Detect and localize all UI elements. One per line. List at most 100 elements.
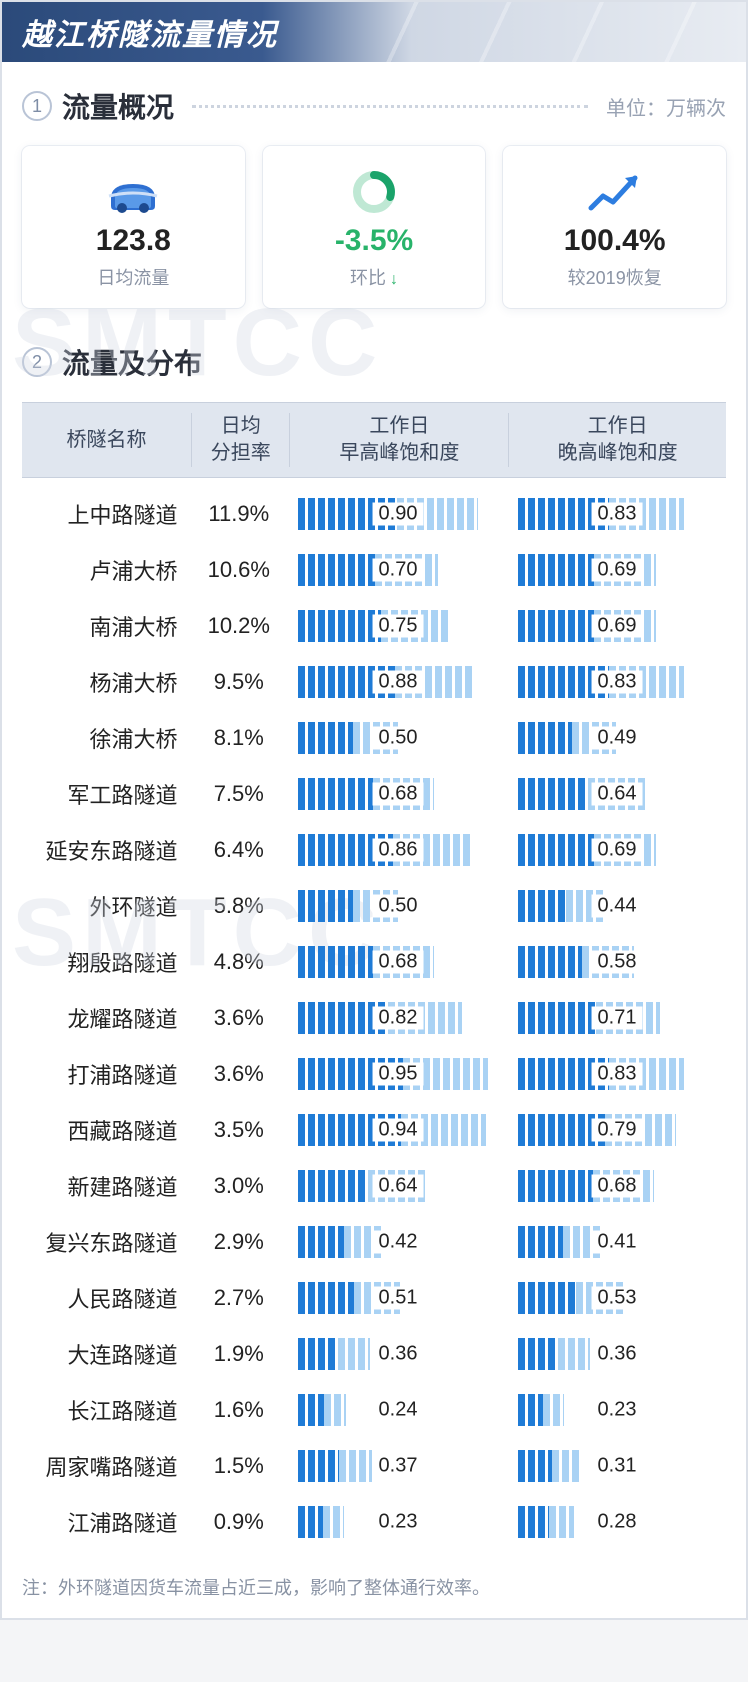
saturation-bar: 0.49 [518, 722, 716, 754]
saturation-bar: 0.36 [298, 1338, 498, 1370]
table-row: 周家嘴路隧道1.5%0.370.31 [22, 1438, 726, 1494]
cell-pm: 0.28 [508, 1506, 726, 1538]
bar-value: 0.88 [373, 671, 424, 694]
saturation-bar: 0.75 [298, 610, 498, 642]
table-row: 新建路隧道3.0%0.640.68 [22, 1158, 726, 1214]
bar-value: 0.68 [373, 783, 424, 806]
cell-pm: 0.53 [508, 1282, 726, 1314]
cell-pm: 0.68 [508, 1170, 726, 1202]
cell-share: 3.6% [190, 1005, 288, 1031]
cell-name: 军工路隧道 [22, 778, 190, 810]
table-row: 西藏路隧道3.5%0.940.79 [22, 1102, 726, 1158]
table-row: 南浦大桥10.2%0.750.69 [22, 598, 726, 654]
saturation-bar: 0.31 [518, 1450, 716, 1482]
saturation-bar: 0.23 [518, 1394, 716, 1426]
saturation-bar: 0.69 [518, 834, 716, 866]
cell-name: 外环隧道 [22, 890, 190, 922]
saturation-bar: 0.83 [518, 498, 716, 530]
cell-pm: 0.71 [508, 1002, 726, 1034]
bar-value: 0.37 [373, 1455, 424, 1478]
table-header: 桥隧名称 日均分担率 工作日早高峰饱和度 工作日晚高峰饱和度 [22, 402, 726, 478]
bar-value: 0.69 [592, 559, 643, 582]
saturation-bar: 0.69 [518, 554, 716, 586]
cell-am: 0.23 [288, 1506, 508, 1538]
stat-label: 较2019恢复 [513, 264, 716, 290]
saturation-bar: 0.24 [298, 1394, 498, 1426]
bar-value: 0.95 [373, 1063, 424, 1086]
saturation-bar: 0.50 [298, 722, 498, 754]
cell-am: 0.68 [288, 946, 508, 978]
bar-value: 0.79 [592, 1119, 643, 1142]
cell-pm: 0.69 [508, 554, 726, 586]
cell-am: 0.24 [288, 1394, 508, 1426]
cell-share: 8.1% [190, 725, 288, 751]
section-title-2: 流量及分布 [62, 342, 202, 382]
bar-value: 0.23 [592, 1399, 643, 1422]
cell-name: 徐浦大桥 [22, 722, 190, 754]
bar-value: 0.41 [592, 1231, 643, 1254]
bar-value: 0.49 [592, 727, 643, 750]
saturation-bar: 0.23 [298, 1506, 498, 1538]
th-share: 日均分担率 [191, 413, 290, 467]
cell-pm: 0.83 [508, 666, 726, 698]
stat-card-avg: 123.8日均流量 [22, 146, 245, 308]
cell-share: 1.9% [190, 1341, 288, 1367]
cell-name: 长江路隧道 [22, 1394, 190, 1426]
bar-value: 0.36 [592, 1343, 643, 1366]
saturation-bar: 0.64 [298, 1170, 498, 1202]
saturation-bar: 0.37 [298, 1450, 498, 1482]
cell-share: 10.6% [190, 557, 288, 583]
cell-name: 打浦路隧道 [22, 1058, 190, 1090]
saturation-bar: 0.42 [298, 1226, 498, 1258]
stat-value: -3.5% [273, 224, 476, 258]
table-body: 上中路隧道11.9%0.900.83卢浦大桥10.6%0.700.69南浦大桥1… [22, 478, 726, 1550]
cell-am: 0.51 [288, 1282, 508, 1314]
cell-pm: 0.49 [508, 722, 726, 754]
table-row: 卢浦大桥10.6%0.700.69 [22, 542, 726, 598]
saturation-bar: 0.86 [298, 834, 498, 866]
cell-name: 杨浦大桥 [22, 666, 190, 698]
cell-name: 复兴东路隧道 [22, 1226, 190, 1258]
trend-up-icon [513, 168, 716, 216]
cell-share: 7.5% [190, 781, 288, 807]
stat-card-rec: 100.4%较2019恢复 [503, 146, 726, 308]
cell-share: 10.2% [190, 613, 288, 639]
cell-share: 4.8% [190, 949, 288, 975]
bar-value: 0.69 [592, 615, 643, 638]
table-row: 人民路隧道2.7%0.510.53 [22, 1270, 726, 1326]
saturation-bar: 0.83 [518, 1058, 716, 1090]
bar-value: 0.70 [373, 559, 424, 582]
bar-value: 0.68 [592, 1175, 643, 1198]
table-row: 龙耀路隧道3.6% 0.82 0.71 [22, 990, 726, 1046]
cell-am: 0.94 [288, 1114, 508, 1146]
cell-am: 0.68 [288, 778, 508, 810]
bar-value: 0.51 [373, 1287, 424, 1310]
bar-value: 0.71 [592, 1007, 643, 1030]
cell-pm: 0.79 [508, 1114, 726, 1146]
bar-value: 0.28 [592, 1511, 643, 1534]
stat-label: 环比↓ [273, 264, 476, 290]
saturation-bar: 0.51 [298, 1282, 498, 1314]
cell-am: 0.70 [288, 554, 508, 586]
cell-name: 西藏路隧道 [22, 1114, 190, 1146]
saturation-bar: 0.69 [518, 610, 716, 642]
saturation-bar: 0.83 [518, 666, 716, 698]
cell-pm: 0.44 [508, 890, 726, 922]
table-row: 徐浦大桥8.1% 0.50 0.49 [22, 710, 726, 766]
cell-name: 龙耀路隧道 [22, 1002, 190, 1034]
bar-value: 0.83 [592, 671, 643, 694]
cell-share: 0.9% [190, 1509, 288, 1535]
footnote: 注：外环隧道因货车流量占近三成，影响了整体通行效率。 [2, 1560, 746, 1618]
cell-share: 11.9% [190, 501, 288, 527]
cell-share: 9.5% [190, 669, 288, 695]
cell-pm: 0.83 [508, 498, 726, 530]
cell-pm: 0.83 [508, 1058, 726, 1090]
saturation-bar: 0.50 [298, 890, 498, 922]
bar-value: 0.82 [373, 1007, 424, 1030]
saturation-bar: 0.58 [518, 946, 716, 978]
cell-pm: 0.31 [508, 1450, 726, 1482]
section-badge-2: 2 [22, 347, 52, 377]
cell-am: 0.88 [288, 666, 508, 698]
saturation-bar: 0.88 [298, 666, 498, 698]
cell-am: 0.42 [288, 1226, 508, 1258]
